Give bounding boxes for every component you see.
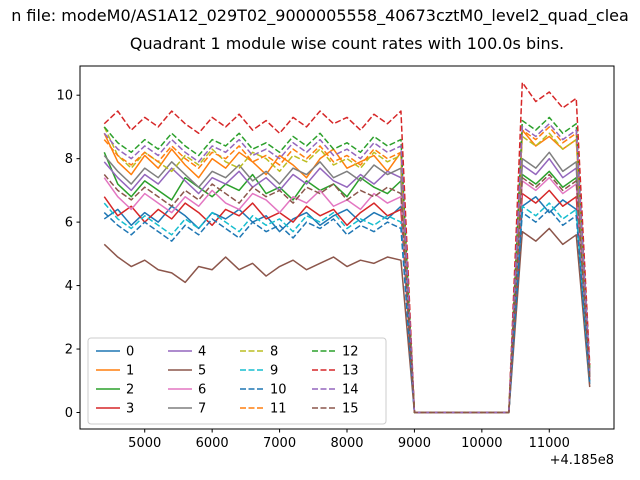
legend-label-13: 13 [342, 364, 359, 379]
y-tick-label: 8 [65, 152, 73, 167]
x-tick-label: 5000 [128, 436, 161, 451]
y-tick-label: 6 [65, 216, 73, 231]
legend-label-7: 7 [198, 402, 206, 417]
series-line-13 [103, 81, 591, 414]
y-tick-label: 4 [65, 279, 73, 294]
legend-label-14: 14 [342, 383, 359, 398]
legend-label-5: 5 [198, 364, 206, 379]
axes-area: 5000 6000 7000 8000 9000 10000 110000246810012… [56, 65, 615, 451]
legend-label-11: 11 [270, 402, 287, 417]
series-line-15 [103, 173, 591, 414]
legend-label-12: 12 [342, 345, 359, 360]
legend-label-1: 1 [126, 364, 134, 379]
series-line-12 [103, 116, 591, 414]
x-tick-label: 11000 [529, 436, 570, 451]
x-tick-label: 7000 [263, 436, 296, 451]
legend-label-6: 6 [198, 383, 206, 398]
legend-label-10: 10 [270, 383, 287, 398]
legend-label-2: 2 [126, 383, 134, 398]
legend-label-0: 0 [126, 345, 134, 360]
legend-label-15: 15 [342, 402, 359, 417]
y-tick-label: 0 [65, 406, 73, 421]
legend-label-9: 9 [270, 364, 278, 379]
y-tick-label: 2 [65, 343, 73, 358]
legend-box [87, 337, 387, 425]
axes-title: Quadrant 1 module wise count rates with … [130, 34, 564, 53]
legend-label-3: 3 [126, 402, 134, 417]
series-line-14 [103, 123, 591, 414]
y-tick-label: 10 [56, 89, 73, 104]
x-axis-offset-label: +4.185e8 [550, 453, 614, 468]
figure-suptitle: n file: modeM0/AS1A12_029T02_9000005558_… [11, 6, 629, 26]
x-tick-label: 8000 [330, 436, 363, 451]
x-tick-label: 6000 [196, 436, 229, 451]
legend-label-8: 8 [270, 345, 278, 360]
x-tick-label: 10000 [461, 436, 502, 451]
x-tick-label: 9000 [398, 436, 431, 451]
legend-label-4: 4 [198, 345, 206, 360]
